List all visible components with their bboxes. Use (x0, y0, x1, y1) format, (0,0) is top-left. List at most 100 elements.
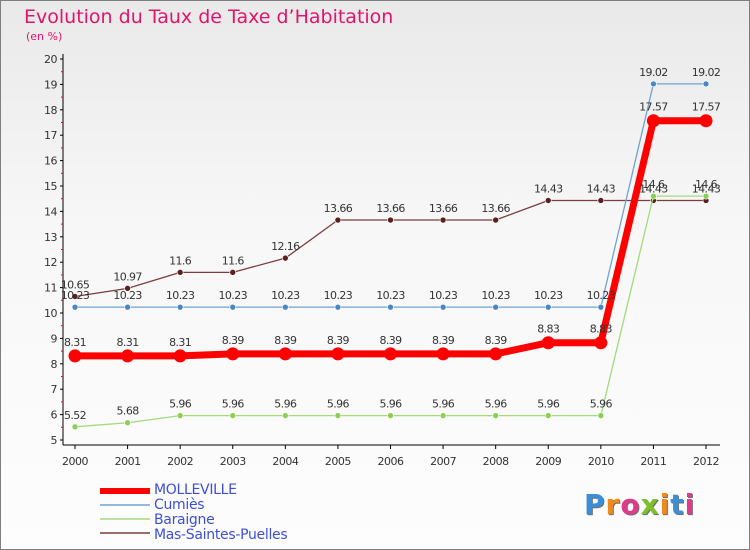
x-tick-label: 2007 (430, 455, 456, 468)
x-tick-label: 2003 (220, 455, 246, 468)
series-cumies-value-label: 10.23 (61, 289, 90, 302)
series-cumies-value-label: 10.23 (324, 289, 353, 302)
series-cumies-point (544, 303, 552, 311)
series-mas-saintes-puelles-point (229, 269, 237, 276)
series-baraigne-value-label: 5.96 (590, 398, 613, 411)
series-mas-saintes-puelles-value-label: 13.66 (376, 202, 405, 215)
series-baraigne-point (492, 412, 499, 419)
y-tick-label: 10 (44, 307, 57, 320)
series-cumies-value-label: 10.23 (166, 289, 195, 302)
series-cumies-value-label: 10.23 (534, 289, 563, 302)
series-cumies-point (124, 303, 131, 311)
series-baraigne-value-label: 5.96 (274, 398, 297, 411)
series-mas-saintes-puelles-value-label: 14.43 (534, 182, 563, 195)
legend-label: Mas-Saintes-Puelles (154, 527, 288, 543)
series-cumies-point (597, 303, 605, 311)
series-molleville-point (331, 347, 345, 361)
series-cumies-point (492, 303, 499, 311)
series-molleville-value-label: 8.39 (274, 334, 297, 347)
series-cumies-point (702, 80, 710, 88)
y-tick-label: 17 (44, 129, 57, 142)
series-baraigne-value-label: 5.96 (222, 398, 245, 411)
series-baraigne-point (702, 192, 710, 200)
y-tick-label: 11 (44, 282, 57, 295)
series-cumies-line (74, 83, 707, 308)
series-mas-saintes-puelles-value-label: 14.43 (692, 182, 721, 195)
series-cumies-point (229, 303, 237, 311)
series-baraigne-value-label: 5.68 (117, 405, 140, 418)
y-tick-label: 7 (51, 383, 58, 396)
series-molleville-value-label: 8.39 (379, 334, 402, 347)
series-baraigne-value-label: 5.96 (169, 398, 192, 411)
y-tick-label: 18 (44, 104, 57, 117)
series-cumies-point (282, 303, 289, 311)
series-baraigne-point (439, 412, 447, 419)
series-cumies-point (439, 303, 447, 311)
series-molleville-value-label: 8.83 (537, 323, 560, 336)
series-mas-saintes-puelles-value-label: 14.43 (639, 182, 668, 195)
series-molleville-point (68, 349, 82, 363)
series-cumies-value-label: 19.02 (692, 66, 721, 79)
legend-swatch (100, 488, 150, 494)
series-cumies-point (334, 303, 342, 311)
series-molleville-point (436, 347, 450, 361)
unit-label: (en %) (26, 30, 63, 43)
series-molleville-value-label: 8.39 (327, 334, 350, 347)
series-mas-saintes-puelles-value-label: 13.66 (429, 202, 458, 215)
series-molleville-value-label: 8.39 (432, 334, 455, 347)
series-cumies-value-label: 10.23 (219, 289, 248, 302)
series-cumies-value-label: 19.02 (639, 66, 668, 79)
series-mas-saintes-puelles-value-label: 13.66 (481, 202, 510, 215)
series-baraigne-point (71, 423, 79, 431)
series-mas-saintes-puelles-point (387, 216, 394, 224)
logo-letter: t (670, 488, 685, 521)
x-tick-label: 2010 (588, 455, 614, 468)
series-baraigne-value-label: 14.6 (642, 178, 665, 191)
series-baraigne-point (387, 412, 394, 419)
logo-letter: o (620, 488, 641, 521)
legend-label: Cumiès (154, 497, 205, 513)
series-baraigne-point (176, 412, 184, 419)
series-molleville-point (699, 114, 713, 128)
series-cumies-point (176, 303, 184, 311)
legend-label: Baraigne (154, 512, 215, 528)
series-molleville-value-label: 8.31 (64, 336, 86, 349)
y-tick-label: 16 (44, 155, 57, 168)
series-molleville-point (226, 347, 240, 361)
series-molleville-line (71, 117, 710, 360)
x-tick-label: 2008 (483, 455, 509, 468)
series-baraigne-value-label: 5.96 (485, 398, 508, 411)
series-molleville-value-label: 17.57 (639, 101, 668, 114)
series-cumies-value-label: 10.23 (113, 289, 142, 302)
series-mas-saintes-puelles-value-label: 10.97 (113, 270, 142, 283)
legend-swatch (100, 532, 150, 534)
logo-letter: i (684, 488, 696, 521)
series-molleville-value-label: 8.83 (590, 323, 613, 336)
y-tick-label: 19 (44, 78, 57, 91)
series-baraigne-point (229, 412, 237, 419)
y-tick-label: 5 (51, 434, 58, 447)
x-tick-label: 2012 (693, 455, 719, 468)
series-mas-saintes-puelles-point (492, 216, 499, 224)
x-tick-label: 2004 (272, 455, 298, 468)
series-mas-saintes-puelles-value-label: 10.65 (61, 278, 90, 291)
series-molleville-point (646, 114, 660, 128)
series-molleville-point (173, 349, 187, 363)
legend-swatch (100, 518, 150, 520)
series-baraigne-point (334, 412, 342, 419)
series-cumies-point (650, 80, 657, 88)
series-cumies-value-label: 10.23 (481, 289, 510, 302)
series-mas-saintes-puelles-value-label: 11.6 (222, 254, 245, 267)
series-molleville-value-label: 8.31 (117, 336, 139, 349)
x-tick-label: 2000 (62, 455, 88, 468)
series-molleville-value-label: 8.31 (169, 336, 191, 349)
series-baraigne-point (597, 412, 605, 419)
series-molleville-point (384, 347, 397, 361)
series-baraigne-point (282, 412, 289, 419)
legend-swatch (100, 504, 150, 506)
series-baraigne-value-label: 14.6 (695, 178, 718, 191)
x-tick-label: 2002 (167, 455, 193, 468)
series-baraigne-value-label: 5.52 (64, 409, 86, 422)
series-mas-saintes-puelles-point (282, 254, 289, 262)
